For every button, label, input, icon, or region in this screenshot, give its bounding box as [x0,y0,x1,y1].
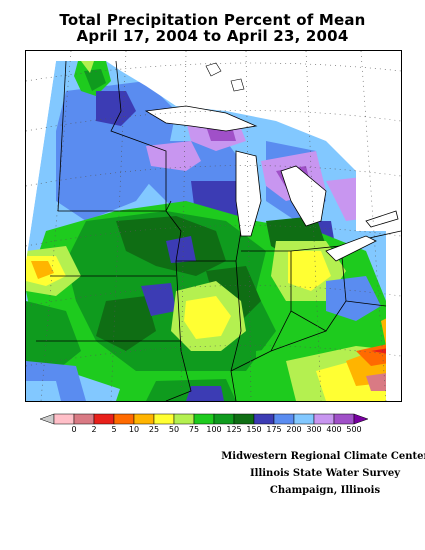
legend-label: 300 [306,425,322,434]
credit-survey: Illinois State Water Survey [249,468,401,479]
legend-swatch [193,413,215,425]
legend-label: 2 [91,425,97,434]
legend-swatch [213,413,235,425]
legend-label: 25 [148,425,160,434]
legend-swatch [253,413,275,425]
color-legend [40,413,369,425]
state-boundaries [36,60,401,401]
legend-label: 50 [168,425,180,434]
legend-label: 10 [128,425,140,434]
graticule [26,51,401,401]
legend-label: 200 [286,425,302,434]
great-lakes [144,105,399,262]
no-data-region [106,61,401,231]
legend-swatch [133,413,155,425]
legend-label: 500 [346,425,362,434]
map-date-range: April 17, 2004 to April 23, 2004 [76,27,349,45]
legend-swatch [93,413,115,425]
legend-label: 125 [226,425,242,434]
legend-swatch [153,413,175,425]
legend-swatch [73,413,95,425]
legend-swatch [113,413,135,425]
legend-arrow-right [353,413,369,425]
credit-organization: Midwestern Regional Climate Center [221,451,425,462]
legend-swatch [313,413,335,425]
legend-label: 400 [326,425,342,434]
legend-swatch [173,413,195,425]
precipitation-map [25,50,402,402]
legend-swatch [53,413,75,425]
legend-label: 0 [71,425,77,434]
legend-label: 175 [266,425,282,434]
legend-swatch [273,413,295,425]
legend-swatch [293,413,315,425]
legend-swatch [333,413,355,425]
credit-location: Champaign, Illinois [269,485,381,496]
legend-label: 75 [188,425,200,434]
legend-arrow-left [40,413,55,425]
legend-label: 100 [206,425,222,434]
legend-label: 150 [246,425,262,434]
map-title: Total Precipitation Percent of Mean [59,11,366,29]
legend-label: 5 [111,425,117,434]
legend-swatch [233,413,255,425]
